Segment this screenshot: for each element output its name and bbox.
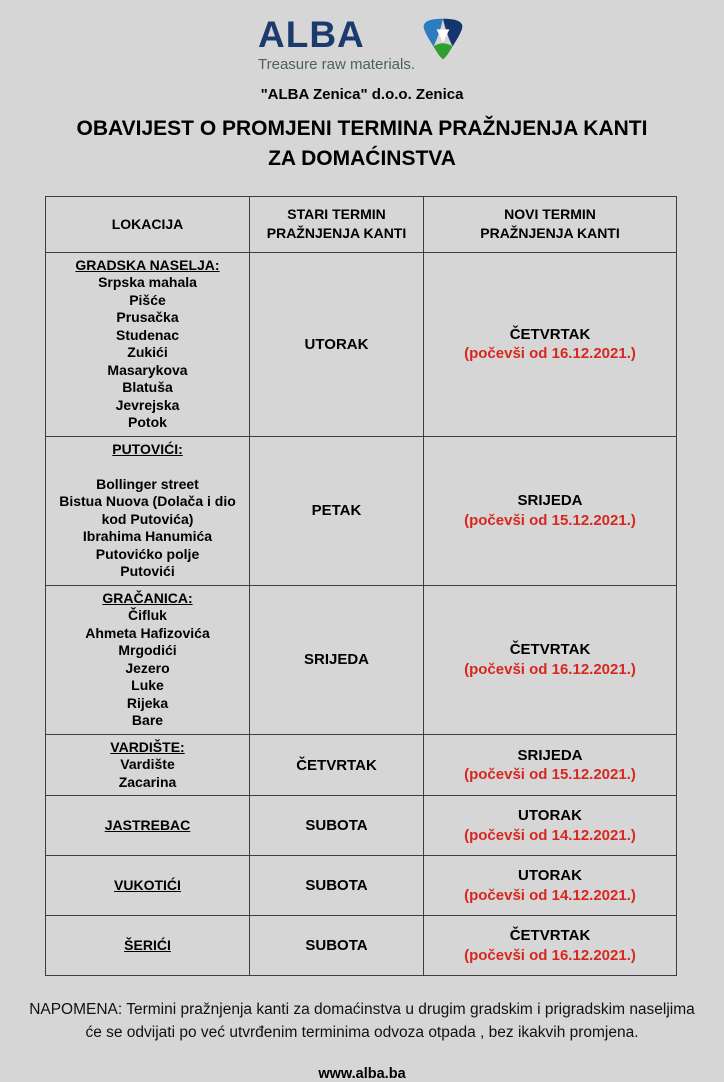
page-header: ALBA Treasure raw materials. [0, 0, 724, 73]
company-line: "ALBA Zenica" d.o.o. Zenica [260, 86, 464, 103]
alba-triangle-icon [420, 16, 466, 67]
new-term-cell: ČETVRTAK (počevši od 16.12.2021.) [423, 251, 677, 437]
table-row: VUKOTIĆI SUBOTA UTORAK (počevši od 14.12… [45, 855, 677, 917]
location-heading: JASTREBAC [104, 817, 191, 834]
old-term-cell: UTORAK [249, 251, 424, 437]
new-term-day: ČETVRTAK [509, 325, 591, 343]
alba-brand-wordmark: ALBA [258, 14, 365, 55]
new-term-start-date: (počevši od 16.12.2021.) [464, 660, 636, 678]
location-cell: PUTOVIĆI: Bollinger street Bistua Nuova … [45, 435, 250, 586]
new-term-start-date: (počevši od 14.12.2021.) [464, 886, 636, 904]
location-cell: GRAČANICA: Čifluk Ahmeta Hafizovića Mrgo… [45, 584, 250, 735]
alba-logo: ALBA Treasure raw materials. [258, 16, 466, 73]
table-row: ŠERIĆI SUBOTA ČETVRTAK (počevši od 16.12… [45, 915, 677, 977]
new-term-cell: UTORAK (počevši od 14.12.2021.) [423, 795, 677, 857]
old-term-cell: SRIJEDA [249, 584, 424, 735]
location-cell: GRADSKA NASELJA: Srpska mahala Pišće Pru… [45, 251, 250, 437]
location-heading: ŠERIĆI [124, 937, 171, 954]
location-heading: GRADSKA NASELJA: [75, 256, 220, 273]
location-cell: VUKOTIĆI [45, 855, 250, 917]
new-term-start-date: (počevši od 16.12.2021.) [464, 946, 636, 964]
location-cell: VARDIŠTE: Vardište Zacarina [45, 733, 250, 797]
new-term-day: ČETVRTAK [509, 641, 591, 659]
table-row: VARDIŠTE: Vardište Zacarina ČETVRTAK SRI… [45, 733, 677, 797]
notice-title: OBAVIJEST O PROMJENI TERMINA PRAŽNJENJA … [76, 117, 648, 171]
location-heading: PUTOVIĆI: [112, 440, 183, 457]
table-row: GRAČANICA: Čifluk Ahmeta Hafizovića Mrgo… [45, 584, 677, 735]
new-term-start-date: (počevši od 16.12.2021.) [464, 345, 636, 363]
column-header-new-term: NOVI TERMIN PRAŽNJENJA KANTI [423, 195, 677, 253]
new-term-cell: UTORAK (počevši od 14.12.2021.) [423, 855, 677, 917]
old-term-cell: SUBOTA [249, 855, 424, 917]
location-places: Srpska mahala Pišće Prusačka Studenac Zu… [98, 274, 197, 431]
new-term-cell: ČETVRTAK (počevši od 16.12.2021.) [423, 915, 677, 977]
new-term-cell: ČETVRTAK (počevši od 16.12.2021.) [423, 584, 677, 735]
location-cell: JASTREBAC [45, 795, 250, 857]
old-term-cell: PETAK [249, 435, 424, 586]
new-term-cell: SRIJEDA (počevši od 15.12.2021.) [423, 435, 677, 586]
new-term-start-date: (počevši od 14.12.2021.) [464, 826, 636, 844]
new-term-day: UTORAK [518, 807, 582, 825]
location-places: Bollinger street Bistua Nuova (Dolača i … [59, 475, 236, 580]
website-url: www.alba.ba [318, 1066, 406, 1082]
new-term-start-date: (počevši od 15.12.2021.) [464, 766, 636, 784]
alba-logo-text: ALBA Treasure raw materials. [258, 16, 415, 73]
location-heading: VARDIŠTE: [110, 738, 185, 755]
new-term-start-date: (počevši od 15.12.2021.) [464, 511, 636, 529]
old-term-cell: SUBOTA [249, 915, 424, 977]
alba-tagline: Treasure raw materials. [258, 56, 415, 73]
table-row: PUTOVIĆI: Bollinger street Bistua Nuova … [45, 435, 677, 586]
schedule-table: LOKACIJA STARI TERMIN PRAŽNJENJA KANTI N… [45, 195, 677, 977]
location-places: Vardište Zacarina [118, 756, 177, 790]
table-header-row: LOKACIJA STARI TERMIN PRAŽNJENJA KANTI N… [45, 195, 677, 253]
column-header-location: LOKACIJA [45, 195, 250, 253]
table-row: JASTREBAC SUBOTA UTORAK (počevši od 14.1… [45, 795, 677, 857]
table-row: GRADSKA NASELJA: Srpska mahala Pišće Pru… [45, 251, 677, 437]
old-term-cell: ČETVRTAK [249, 733, 424, 797]
column-header-old-term: STARI TERMIN PRAŽNJENJA KANTI [249, 195, 424, 253]
new-term-day: SRIJEDA [517, 492, 583, 510]
napomena-note: NAPOMENA: Termini pražnjenja kanti za do… [29, 1001, 695, 1041]
location-places: Čifluk Ahmeta Hafizovića Mrgodići Jezero… [85, 607, 210, 729]
location-cell: ŠERIĆI [45, 915, 250, 977]
new-term-day: SRIJEDA [517, 746, 583, 764]
old-term-cell: SUBOTA [249, 795, 424, 857]
location-heading: GRAČANICA: [102, 589, 193, 606]
new-term-day: ČETVRTAK [509, 927, 591, 945]
new-term-day: UTORAK [518, 867, 582, 885]
location-heading: VUKOTIĆI [114, 877, 181, 894]
new-term-cell: SRIJEDA (počevši od 15.12.2021.) [423, 733, 677, 797]
